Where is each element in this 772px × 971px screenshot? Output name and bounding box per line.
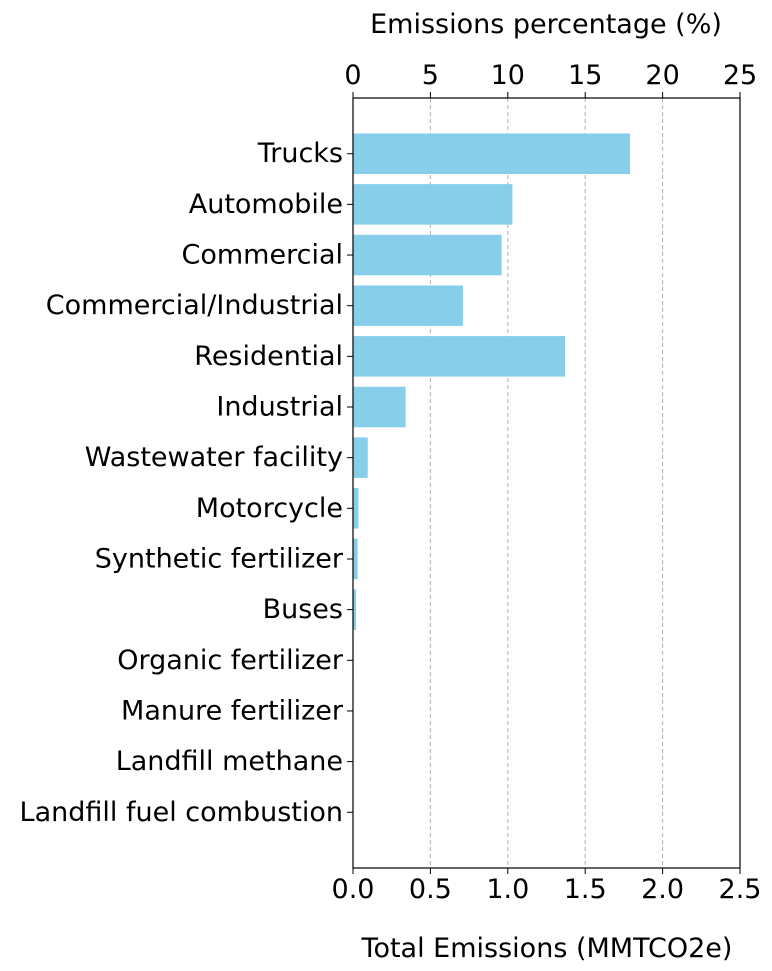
bar — [353, 386, 406, 428]
bar — [353, 234, 502, 276]
bar — [353, 336, 566, 377]
top-tick-label: 15 — [568, 60, 602, 91]
x-tick-label: 2.5 — [719, 874, 762, 905]
plot-frame — [352, 97, 741, 869]
bar — [353, 285, 463, 326]
x-tick-label: 1.5 — [564, 874, 607, 905]
bar — [353, 437, 368, 478]
bar — [353, 133, 631, 174]
top-tick-label: 20 — [645, 60, 679, 91]
top-tick-label: 10 — [491, 60, 525, 91]
tick-labels: Trucks Automobile Commercial Commercial/Ind… — [20, 60, 762, 905]
category-label: Automobile — [189, 189, 343, 220]
bar — [353, 184, 513, 225]
top-tick-label: 0 — [344, 60, 361, 91]
category-label: Synthetic fertilizer — [95, 543, 344, 574]
category-label: Buses — [263, 594, 343, 625]
category-label: Organic fertilizer — [117, 645, 344, 676]
category-label: Residential — [194, 341, 343, 372]
bar — [353, 589, 357, 630]
x-tick-label: 2.0 — [641, 874, 684, 905]
x-axis-label: Total Emissions (MMTCO2e) — [361, 933, 733, 964]
category-label: Trucks — [257, 138, 343, 169]
bar — [353, 538, 358, 580]
category-label: Wastewater facility — [85, 442, 343, 473]
top-axis-label: Emissions percentage (%) — [370, 9, 722, 40]
x-tick-label: 0.5 — [409, 874, 452, 905]
category-label: Manure fertilizer — [121, 695, 344, 726]
category-label: Commercial — [182, 240, 344, 271]
category-label: Landfill fuel combustion — [20, 797, 343, 828]
category-label: Industrial — [216, 392, 343, 423]
top-tick-label: 25 — [723, 60, 757, 91]
top-tick-label: 5 — [422, 60, 439, 91]
x-grid-lines — [429, 98, 664, 868]
x-tick-label: 1.0 — [486, 874, 529, 905]
bar — [353, 488, 359, 529]
x-tick-label: 0.0 — [332, 874, 375, 905]
category-label: Motorcycle — [196, 493, 343, 524]
category-label: Commercial/Industrial — [46, 290, 343, 321]
axes — [347, 92, 741, 874]
bars — [353, 133, 631, 833]
category-label: Landfill methane — [116, 746, 343, 777]
